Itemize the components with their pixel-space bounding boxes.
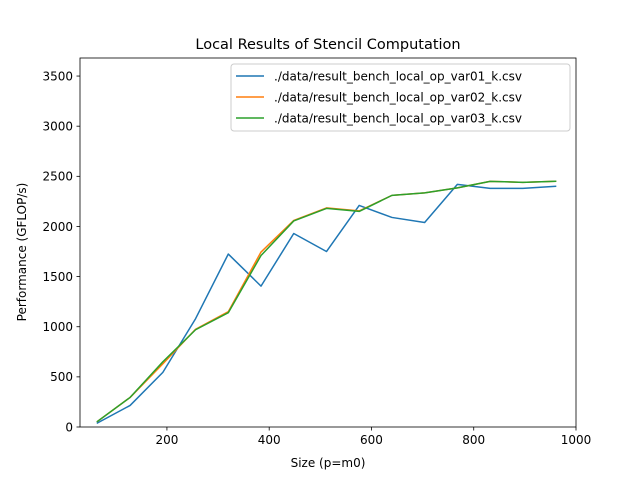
y-axis-label: Performance (GFLOP/s) [15, 183, 29, 322]
plot-series [96, 180, 557, 425]
x-tick-label: 400 [258, 433, 281, 447]
legend-label-1: ./data/result_bench_local_op_var01_k.csv [274, 70, 522, 84]
y-tick-label: 3000 [42, 119, 73, 133]
legend-label-2: ./data/result_bench_local_op_var02_k.csv [274, 91, 522, 105]
chart-title: Local Results of Stencil Computation [195, 37, 460, 53]
axes: 200 400 600 800 1000 0 500 1000 1500 2000 2500 3000… [42, 57, 592, 447]
x-tick-label: 800 [462, 433, 485, 447]
legend-label-3: ./data/result_bench_local_op_var03_k.csv [274, 112, 522, 126]
plot-frame [79, 57, 577, 428]
y-tick-label: 1000 [42, 320, 73, 334]
series-line-1 [96, 183, 557, 425]
x-tick-label: 200 [155, 433, 178, 447]
series-line-3 [96, 180, 557, 423]
x-axis-label: Size (p=m0) [291, 456, 366, 470]
y-tick-label: 1500 [42, 270, 73, 284]
x-tick-label: 600 [360, 433, 383, 447]
x-tick-label: 1000 [561, 433, 592, 447]
y-tick-label: 500 [50, 370, 73, 384]
legend-box [230, 63, 571, 132]
y-tick-label: 2000 [42, 220, 73, 234]
legend: ./data/result_bench_local_op_var01_k.csv… [230, 63, 571, 132]
y-tick-label: 2500 [42, 170, 73, 184]
y-tick-label: 3500 [42, 69, 73, 83]
y-tick-label: 0 [65, 420, 73, 434]
